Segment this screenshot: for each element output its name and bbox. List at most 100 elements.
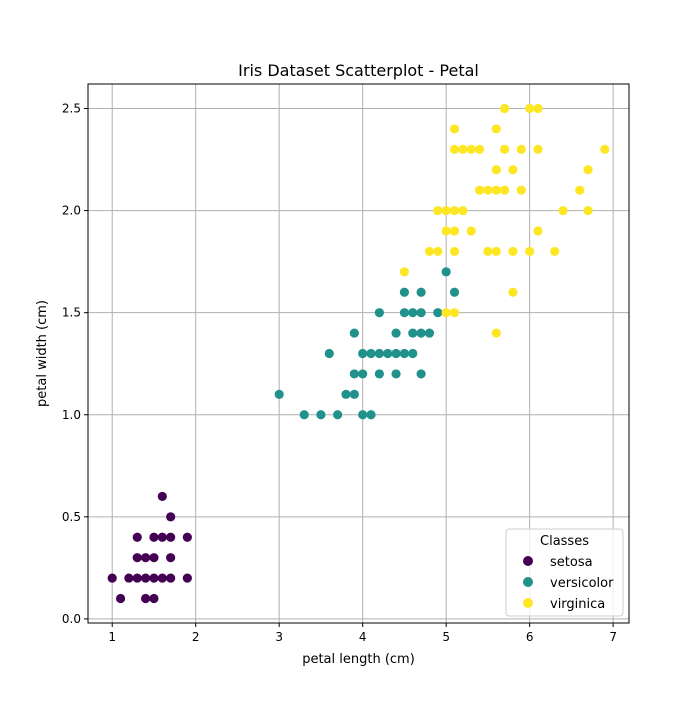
data-point-virginica xyxy=(533,144,543,154)
series-virginica xyxy=(399,103,610,338)
data-point-setosa xyxy=(124,573,134,583)
data-point-versicolor xyxy=(358,369,368,379)
data-point-versicolor xyxy=(416,308,426,318)
data-point-virginica xyxy=(399,267,410,277)
y-tick-label: 2.5 xyxy=(62,102,81,116)
legend-label-setosa: setosa xyxy=(550,555,593,570)
axis-ticks: 1 2 3 4 5 6 7 0.0 0.5 1.0 1.5 2.0 2.5 xyxy=(62,102,617,645)
data-point-setosa xyxy=(166,532,176,542)
data-point-versicolor xyxy=(366,348,376,359)
data-point-virginica xyxy=(458,205,468,216)
data-point-setosa xyxy=(132,573,142,583)
x-tick-label: 4 xyxy=(359,630,367,644)
data-point-virginica xyxy=(449,226,460,236)
legend-title: Classes xyxy=(540,534,589,549)
y-tick-label: 1.0 xyxy=(62,408,81,422)
data-point-virginica xyxy=(525,103,535,114)
data-point-versicolor xyxy=(408,308,418,318)
data-point-setosa xyxy=(132,553,142,563)
data-point-setosa xyxy=(166,573,176,583)
data-point-setosa xyxy=(107,573,117,583)
data-point-versicolor xyxy=(374,348,384,359)
legend: Classes setosa versicolor virginica xyxy=(505,528,624,617)
data-point-versicolor xyxy=(324,348,334,359)
data-point-versicolor xyxy=(408,328,418,338)
data-point-versicolor xyxy=(349,389,359,399)
x-tick-label: 1 xyxy=(108,630,116,644)
data-point-virginica xyxy=(449,144,460,154)
chart-title: Iris Dataset Scatterplot - Petal xyxy=(238,61,479,80)
y-axis-label: petal width (cm) xyxy=(35,300,50,407)
data-point-virginica xyxy=(516,144,526,154)
data-point-virginica xyxy=(583,205,593,216)
data-point-setosa xyxy=(132,532,142,542)
data-point-virginica xyxy=(575,185,585,195)
data-point-versicolor xyxy=(399,287,410,297)
legend-marker-virginica xyxy=(523,598,533,608)
data-point-versicolor xyxy=(391,348,401,359)
data-point-virginica xyxy=(449,124,460,134)
y-tick-label: 0.0 xyxy=(62,612,81,626)
data-point-versicolor xyxy=(416,287,426,297)
data-point-versicolor xyxy=(358,348,368,359)
data-point-virginica xyxy=(449,205,460,216)
data-point-versicolor xyxy=(341,389,351,399)
data-point-virginica xyxy=(491,165,501,175)
data-point-virginica xyxy=(583,165,593,175)
data-point-virginica xyxy=(449,308,460,318)
data-point-virginica xyxy=(525,246,535,257)
legend-marker-versicolor xyxy=(523,577,533,587)
data-point-virginica xyxy=(533,226,543,236)
data-point-virginica xyxy=(433,205,443,216)
data-point-versicolor xyxy=(299,410,309,420)
data-point-virginica xyxy=(508,287,518,297)
data-point-versicolor xyxy=(374,308,384,318)
data-point-versicolor xyxy=(316,410,326,420)
legend-label-virginica: virginica xyxy=(550,597,605,612)
data-point-virginica xyxy=(600,144,610,154)
data-point-virginica xyxy=(491,246,501,257)
data-point-virginica xyxy=(508,165,518,175)
data-point-setosa xyxy=(141,573,151,583)
data-point-versicolor xyxy=(391,328,401,338)
data-point-virginica xyxy=(491,124,501,134)
data-point-virginica xyxy=(441,226,451,236)
data-point-virginica xyxy=(558,205,568,216)
data-point-virginica xyxy=(483,185,493,195)
data-point-virginica xyxy=(433,246,443,257)
data-point-virginica xyxy=(449,246,460,257)
data-point-virginica xyxy=(466,226,476,236)
data-point-setosa xyxy=(182,573,192,583)
x-tick-label: 3 xyxy=(275,630,283,644)
data-point-versicolor xyxy=(424,328,435,338)
data-point-virginica xyxy=(491,185,501,195)
series-versicolor xyxy=(274,267,460,420)
x-tick-label: 2 xyxy=(192,630,200,644)
y-tick-label: 0.5 xyxy=(62,510,81,524)
data-point-setosa xyxy=(149,593,159,604)
x-axis-label: petal length (cm) xyxy=(302,652,415,667)
data-point-versicolor xyxy=(333,410,343,420)
plot-frame xyxy=(87,83,630,624)
data-point-versicolor xyxy=(449,287,460,297)
data-point-virginica xyxy=(500,144,510,154)
data-point-virginica xyxy=(550,246,560,257)
legend-marker-setosa xyxy=(523,556,533,566)
series-setosa xyxy=(107,491,192,604)
data-point-setosa xyxy=(182,532,192,542)
data-point-versicolor xyxy=(416,369,426,379)
data-point-versicolor xyxy=(441,267,451,277)
data-point-setosa xyxy=(157,573,167,583)
data-point-versicolor xyxy=(374,369,384,379)
data-point-setosa xyxy=(115,593,126,604)
data-point-setosa xyxy=(166,553,176,563)
data-point-setosa xyxy=(157,491,167,502)
x-tick-label: 6 xyxy=(526,630,534,644)
data-point-virginica xyxy=(424,246,435,257)
x-tick-label: 7 xyxy=(609,630,617,644)
data-point-virginica xyxy=(483,246,493,257)
data-point-setosa xyxy=(157,532,167,542)
data-point-versicolor xyxy=(391,369,401,379)
data-point-virginica xyxy=(500,103,510,114)
